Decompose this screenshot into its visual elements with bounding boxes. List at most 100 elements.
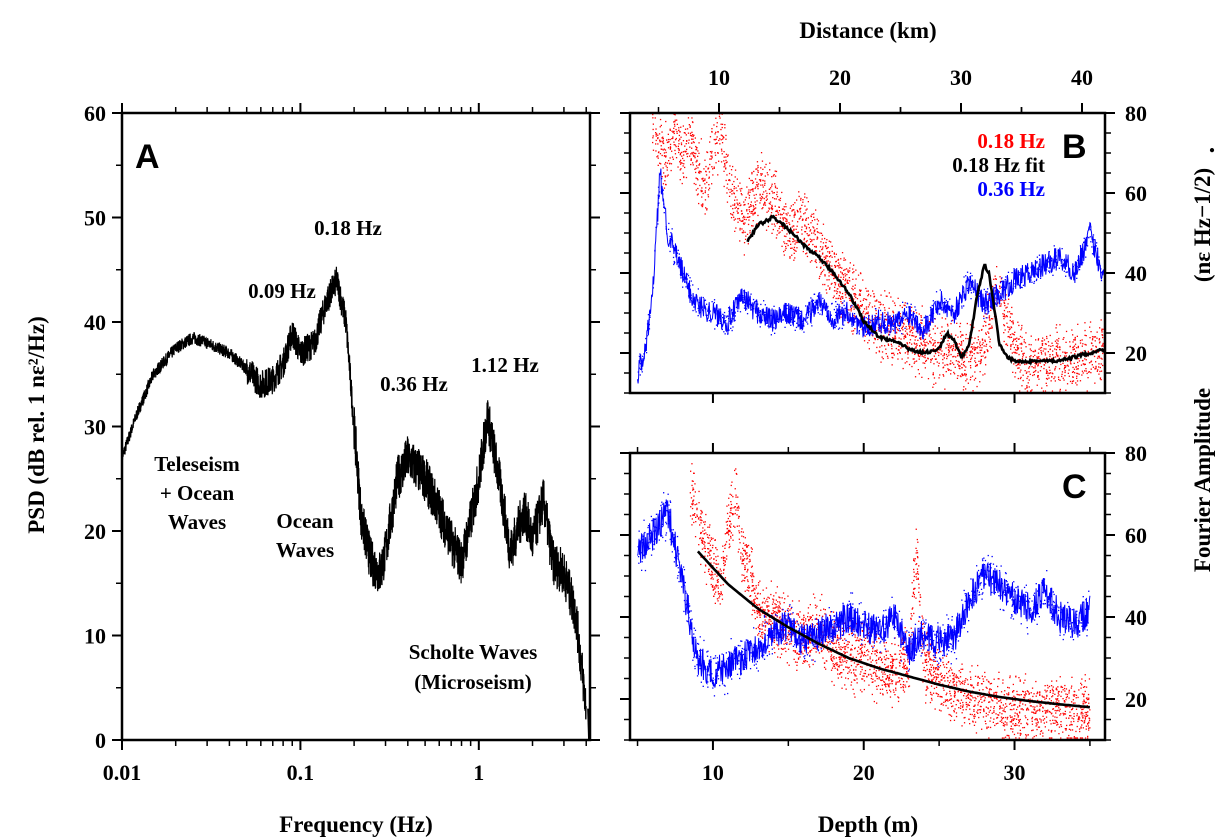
red-point <box>1098 355 1101 357</box>
red-point <box>887 683 889 685</box>
blue-point <box>994 297 996 299</box>
blue-point <box>1030 267 1032 269</box>
red-point <box>980 362 982 364</box>
red-point <box>1100 370 1103 372</box>
red-point <box>1055 352 1058 354</box>
red-point <box>977 352 979 354</box>
red-point <box>950 323 952 325</box>
blue-point <box>755 299 758 301</box>
blue-point <box>931 317 933 319</box>
red-point <box>833 295 835 297</box>
red-point <box>926 654 928 656</box>
red-point <box>792 238 795 240</box>
red-point <box>1062 731 1064 733</box>
red-point <box>799 208 801 210</box>
blue-point <box>996 291 999 293</box>
red-point <box>833 252 835 254</box>
blue-point <box>925 320 927 322</box>
red-point <box>1026 387 1028 389</box>
red-point <box>883 645 886 647</box>
red-point <box>930 675 933 677</box>
red-point <box>919 594 921 596</box>
red-point <box>873 645 875 647</box>
blue-point <box>905 315 907 317</box>
red-point <box>1057 340 1059 342</box>
red-point <box>1074 350 1077 352</box>
blue-point <box>865 333 868 336</box>
blue-point <box>776 321 778 323</box>
red-point <box>877 338 879 341</box>
red-point <box>902 687 905 689</box>
red-point <box>678 148 680 150</box>
blue-point <box>905 312 908 315</box>
blue-point <box>978 298 980 300</box>
red-point <box>704 179 706 182</box>
red-point <box>791 226 793 228</box>
red-point <box>772 175 775 177</box>
red-point <box>792 238 794 240</box>
blue-point <box>690 280 692 282</box>
blue-point <box>649 314 651 317</box>
red-point <box>703 541 705 543</box>
red-point <box>691 131 693 133</box>
red-point <box>925 689 927 691</box>
red-point <box>711 572 713 574</box>
red-point <box>1041 342 1044 345</box>
red-point <box>1037 363 1039 365</box>
blue-point <box>941 309 943 311</box>
blue-point <box>1080 257 1082 259</box>
red-point <box>1034 350 1037 352</box>
blue-point <box>774 328 777 330</box>
red-point <box>839 292 841 294</box>
red-point <box>680 159 682 161</box>
red-point <box>853 271 855 273</box>
red-point <box>696 165 698 167</box>
blue-point <box>693 306 695 308</box>
blue-point <box>1091 238 1094 240</box>
red-point <box>1031 723 1034 725</box>
red-point <box>831 250 833 252</box>
red-point <box>849 280 851 282</box>
red-point <box>791 210 793 212</box>
blue-point <box>784 313 786 315</box>
red-point <box>987 696 990 698</box>
red-point <box>1003 302 1006 304</box>
red-point <box>827 246 829 249</box>
red-point <box>1054 369 1056 371</box>
red-point <box>657 155 659 157</box>
red-point <box>972 348 974 350</box>
red-point <box>894 336 896 338</box>
red-point <box>1010 336 1013 338</box>
red-point <box>721 598 724 600</box>
red-point <box>816 266 818 268</box>
blue-point <box>752 298 755 301</box>
blue-point <box>1021 286 1023 289</box>
red-point <box>769 203 771 205</box>
red-point <box>917 573 920 575</box>
blue-point <box>837 319 839 322</box>
red-point <box>983 709 985 712</box>
red-point <box>932 647 934 649</box>
red-point <box>988 317 990 319</box>
red-point <box>1054 356 1057 358</box>
red-point <box>773 192 775 194</box>
red-point <box>1034 706 1036 708</box>
red-point <box>786 243 788 245</box>
red-point <box>939 342 941 344</box>
red-point <box>838 295 840 297</box>
red-point <box>783 250 785 253</box>
red-point <box>814 647 816 650</box>
red-point <box>889 682 891 685</box>
red-point <box>1059 355 1062 357</box>
red-point <box>899 352 901 354</box>
red-point <box>1006 698 1008 701</box>
red-point <box>963 722 966 724</box>
red-point <box>947 325 949 327</box>
red-point <box>947 345 949 347</box>
red-point <box>1074 339 1076 341</box>
red-point <box>771 603 774 605</box>
red-point <box>756 603 758 606</box>
blue-point <box>1077 256 1080 258</box>
red-point <box>915 346 917 348</box>
